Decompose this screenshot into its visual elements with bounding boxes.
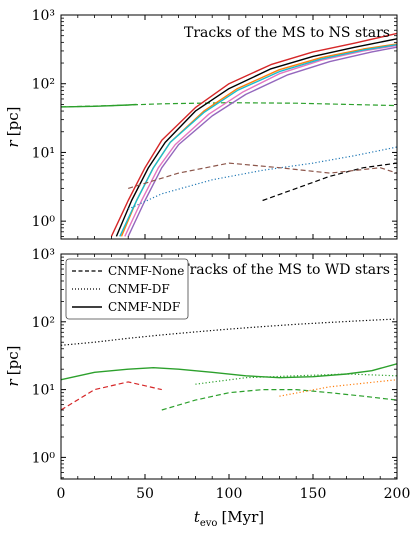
top-series-line-5 [124,44,397,237]
top-y-tick-label-2: 10² [32,77,55,93]
bot-series-line-0 [61,318,397,346]
legend-label-none: CNMF-None [108,264,184,278]
bot-series-line-2 [161,389,397,411]
top-series-line-9 [262,162,397,202]
top-panel-title: Tracks of the MS to NS stars [184,25,390,41]
top-series-line-8 [127,146,397,210]
bot-series-line-5 [279,379,397,397]
top-series-line-7 [119,44,397,237]
legend: CNMF-None CNMF-DF CNMF-NDF [65,258,189,320]
top-series-group [61,32,397,237]
bot-x-tick-label-0: 0 [57,486,66,502]
top-x-ticks [60,15,398,239]
bot-x-tick-label-1: 50 [136,486,154,502]
legend-label-ndf: CNMF-NDF [108,300,180,314]
x-axis-label: tevo [Myr] [194,508,264,529]
bot-y-tick-label-2: 10² [32,315,55,331]
bot-x-tick-label-4: 200 [384,486,411,502]
bottom-y-ticks: 10⁰ 10¹ 10² 10³ [32,247,397,479]
bot-y-tick-label-0: 10⁰ [32,450,56,466]
top-y-ticks: 10⁰ 10¹ 10² 10³ [32,8,397,237]
top-y-tick-label-1: 10¹ [32,145,55,161]
bot-y-tick-label-1: 10¹ [32,383,55,399]
panel-bottom: 10⁰ 10¹ 10² 10³ 0 50 100 150 200 Tracks of the … [4,247,410,529]
top-series-line-6 [127,46,397,237]
top-series-line-3 [115,38,397,237]
panel-top: 10⁰ 10¹ 10² 10³ Tracks of the MS to NS star… [4,8,398,240]
top-y-tick-label-3: 10³ [32,8,55,24]
legend-label-df: CNMF-DF [108,282,170,296]
bottom-y-axis-label: r[pc] [4,346,22,387]
bot-series-line-3 [61,381,162,411]
bottom-panel-title: Tracks of the MS to WD stars [180,262,390,278]
legend-box [65,258,189,320]
top-y-tick-label-0: 10⁰ [32,214,56,230]
top-series-line-1 [61,103,137,108]
bottom-series-group [61,318,397,411]
bot-y-tick-label-3: 10³ [32,247,55,263]
top-series-line-2 [110,32,397,237]
top-y-axis-label: r[pc] [4,107,22,148]
bot-series-line-1 [61,363,397,381]
bottom-x-ticks: 0 50 100 150 200 [57,254,411,502]
top-series-line-10 [128,162,397,189]
bot-x-tick-label-3: 150 [300,486,327,502]
bot-x-tick-label-2: 100 [216,486,243,502]
